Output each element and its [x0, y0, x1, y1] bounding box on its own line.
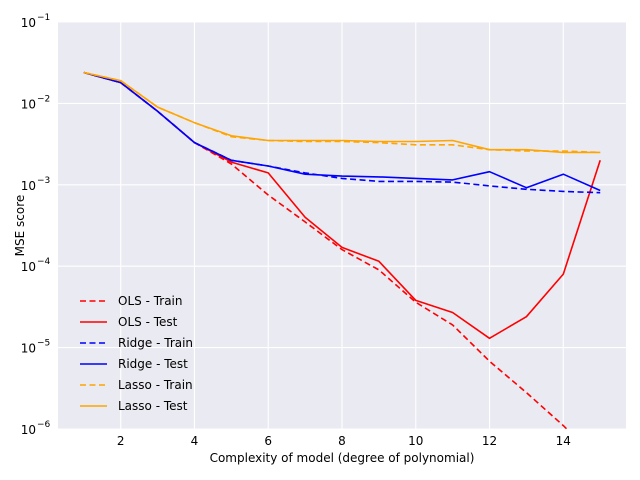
grid	[58, 21, 626, 430]
legend-entry: Lasso - Test	[118, 399, 188, 413]
series-line	[83, 71, 568, 430]
y-tick-label: 10	[21, 16, 36, 30]
x-tick-label: 2	[117, 434, 125, 448]
y-tick-label: 10	[21, 97, 36, 111]
y-tick-label: 10	[21, 423, 36, 437]
series-layer	[83, 71, 601, 430]
legend: OLS - Train OLS - Test Ridge - Train Ridge …	[80, 294, 193, 413]
y-tick-exponent: −3	[37, 176, 50, 186]
legend-entry: Ridge - Test	[118, 357, 188, 371]
y-tick-labels: 10−610−510−410−310−210−1	[21, 13, 51, 437]
legend-entry: OLS - Train	[118, 294, 183, 308]
legend-entry: Ridge - Train	[118, 336, 193, 350]
y-tick-exponent: −5	[37, 339, 50, 349]
x-tick-labels: 2 4 6 8 10 12 14	[117, 434, 571, 448]
series-ols-train	[83, 71, 568, 430]
x-tick-label: 12	[482, 434, 497, 448]
series-line	[83, 71, 601, 192]
x-tick-label: 6	[264, 434, 272, 448]
y-tick-exponent: −2	[37, 94, 50, 104]
y-tick-label: 10	[21, 179, 36, 193]
series-line	[83, 71, 601, 154]
x-tick-label: 14	[556, 434, 571, 448]
x-tick-label: 8	[338, 434, 346, 448]
y-axis-label: MSE score	[13, 195, 27, 257]
series-lasso-test	[83, 71, 601, 154]
legend-entry: OLS - Test	[118, 315, 178, 329]
y-tick-label: 10	[21, 260, 36, 274]
y-tick-exponent: −6	[37, 420, 51, 430]
legend-entry: Lasso - Train	[118, 378, 193, 392]
y-tick-exponent: −1	[37, 13, 50, 23]
x-axis-label: Complexity of model (degree of polynomia…	[210, 451, 475, 465]
series-ridge-test	[83, 71, 601, 192]
y-tick-exponent: −4	[37, 257, 51, 267]
series-line	[83, 71, 601, 194]
y-tick-label: 10	[21, 342, 36, 356]
series-ridge-train	[83, 71, 601, 194]
x-tick-label: 4	[191, 434, 199, 448]
x-tick-label: 10	[408, 434, 423, 448]
